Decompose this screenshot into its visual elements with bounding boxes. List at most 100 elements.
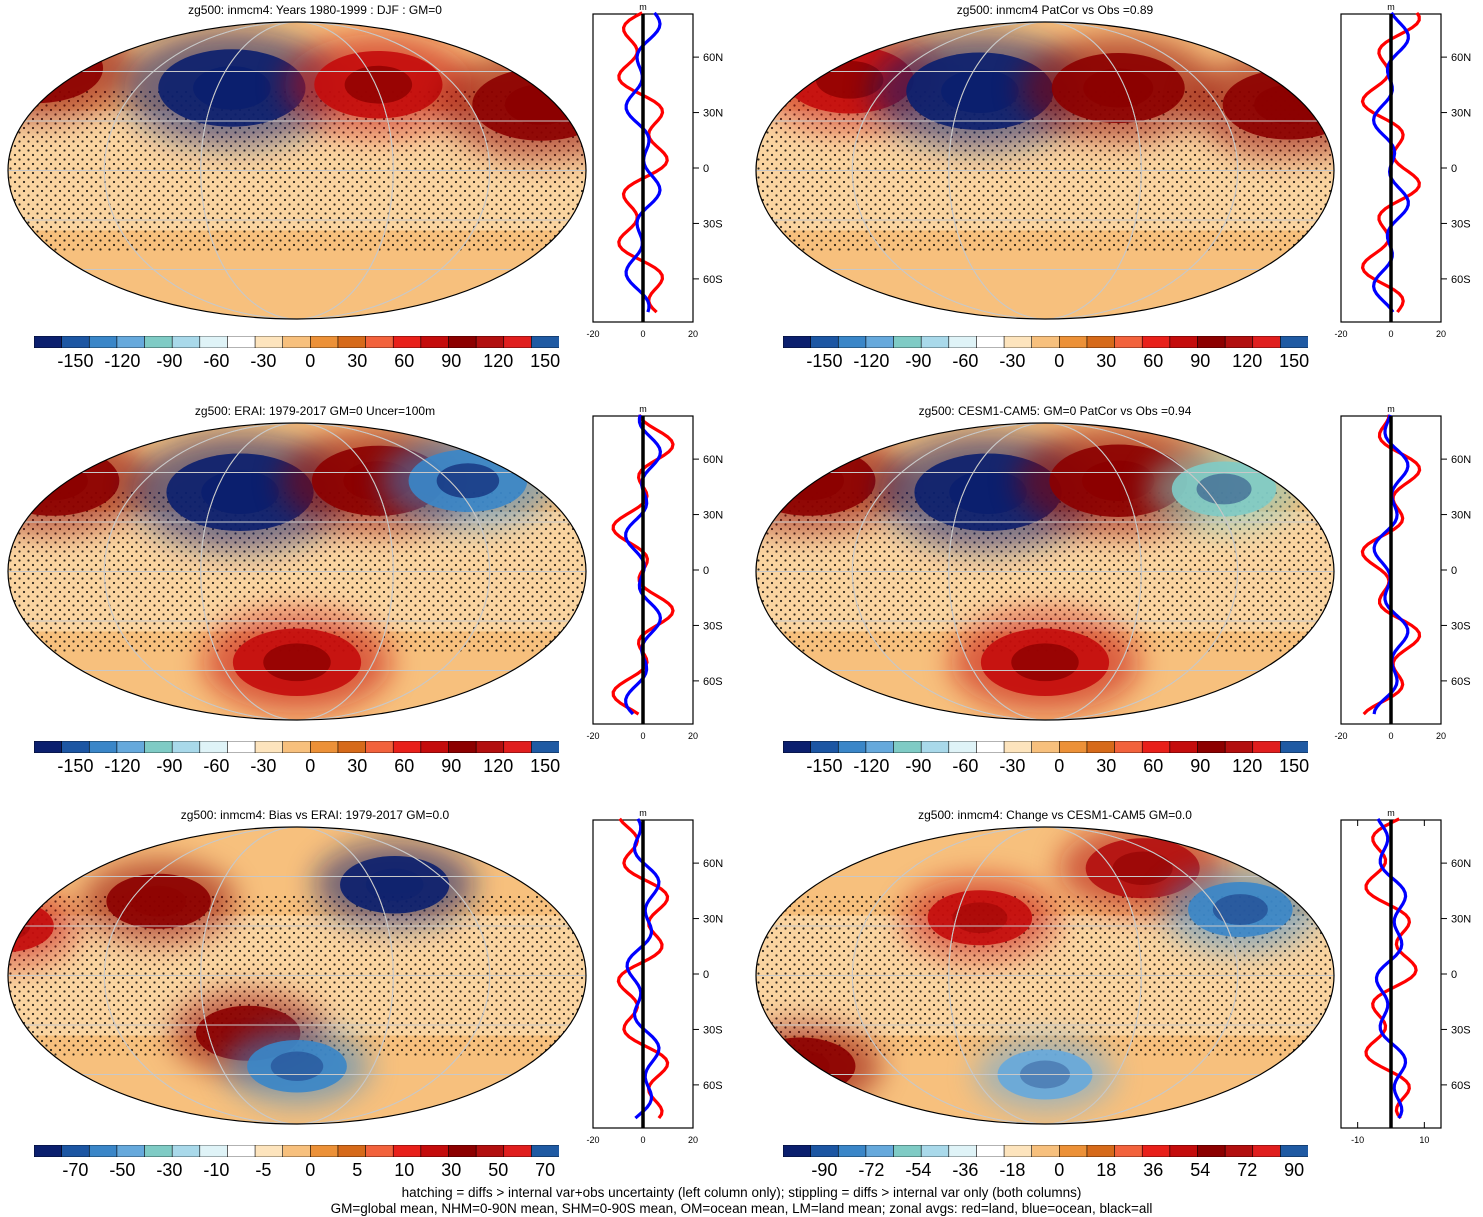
colorbar-bin xyxy=(365,336,394,348)
colorbar-bin xyxy=(310,1145,339,1157)
colorbar-bin xyxy=(1280,336,1308,348)
colorbar-bin xyxy=(254,1145,284,1157)
x-tick-label: 0 xyxy=(1388,731,1393,741)
colorbar-bin xyxy=(531,1145,559,1157)
colorbar-bin xyxy=(783,741,812,753)
colorbar-bin xyxy=(865,1145,895,1157)
colorbar-5 xyxy=(34,1145,559,1157)
colorbar-bin xyxy=(1169,1145,1199,1157)
graticule xyxy=(756,22,1334,319)
colorbar-bin xyxy=(392,1145,422,1157)
zonal-unit-label: m xyxy=(639,2,647,12)
colorbar-bin xyxy=(61,336,90,348)
anomaly-blob-4 xyxy=(1147,447,1302,531)
colorbar-bin xyxy=(1114,741,1143,753)
colorbar-bin xyxy=(199,336,229,348)
colorbar-bin xyxy=(893,336,922,348)
colorbar-labels-1: -150 -120 -90 -60 -30 0 30 60 90 120 150 xyxy=(34,351,560,373)
lat-tick-label: 0 xyxy=(703,969,709,981)
colorbar-bin xyxy=(1031,741,1060,753)
map-panel-5 xyxy=(7,826,587,1125)
colorbar-bin xyxy=(1141,741,1171,753)
panel-title-1: zg500: inmcm4: Years 1980-1999 : DJF : G… xyxy=(188,3,442,17)
colorbar-tick-label: 50 xyxy=(488,1160,509,1180)
anomaly-blob-5 xyxy=(950,611,1140,713)
colorbar-tick-label: 70 xyxy=(535,1160,556,1180)
panel-title-2: zg500: inmcm4 PatCor vs Obs =0.89 xyxy=(956,3,1154,17)
colorbar-bin xyxy=(116,336,146,348)
land-zonal-line xyxy=(1360,11,1421,314)
colorbar-tick-label: -5 xyxy=(255,1160,272,1180)
colorbar-bin xyxy=(392,741,422,753)
lat-tick-label: 60N xyxy=(703,858,723,870)
colorbar-bin xyxy=(144,1145,173,1157)
colorbar-tick-label: 60 xyxy=(394,756,415,776)
colorbar-bin xyxy=(531,741,559,753)
lat-tick-label: 30S xyxy=(703,218,723,230)
lat-tick-label: 60S xyxy=(703,1080,723,1092)
colorbar-tick-label: 120 xyxy=(483,756,514,776)
colorbar-bin xyxy=(920,336,950,348)
zonal-mean-plot-5: m 60N 30N 0 30S 60S -20 0 20 xyxy=(586,808,723,1145)
lat-tick-label: 30N xyxy=(1451,914,1471,926)
colorbar-tick-label: -150 xyxy=(806,756,843,776)
colorbar-bin xyxy=(948,336,978,348)
lat-tick-label: 60N xyxy=(1451,858,1471,870)
panel-title-5: zg500: inmcm4: Bias vs ERAI: 1979-2017 G… xyxy=(180,808,450,822)
colorbar-bin xyxy=(976,336,1005,348)
colorbar-tick-label: -36 xyxy=(952,1160,979,1180)
colorbar-bin xyxy=(475,741,505,753)
map-panel-6 xyxy=(755,826,1335,1125)
anomaly-blob-2 xyxy=(123,29,341,147)
x-tick-label: -20 xyxy=(1334,731,1347,741)
colorbar-bin xyxy=(1252,1145,1281,1157)
colorbar-tick-label: 72 xyxy=(1237,1160,1258,1180)
colorbar-tick-label: -30 xyxy=(999,351,1026,371)
map-outline xyxy=(755,422,1335,721)
colorbar-bin xyxy=(1031,1145,1060,1157)
colorbar-tick-label: -60 xyxy=(952,756,979,776)
colorbar-2 xyxy=(783,336,1308,348)
colorbar-tick-label: -90 xyxy=(156,351,183,371)
colorbar-bin xyxy=(144,336,173,348)
colorbar-bin xyxy=(810,336,839,348)
x-tick-label: -20 xyxy=(1334,329,1347,339)
lat-tick-label: 30N xyxy=(703,510,723,522)
x-tick-label: 20 xyxy=(688,731,698,741)
lat-tick-label: 30S xyxy=(1451,1024,1471,1036)
colorbar-bin xyxy=(61,741,90,753)
anomaly-blob-1 xyxy=(902,876,1057,959)
colorbar-bin xyxy=(1197,336,1226,348)
lat-tick-label: 60S xyxy=(703,676,723,688)
colorbar-bin xyxy=(1252,741,1281,753)
colorbar-tick-label: 10 xyxy=(394,1160,415,1180)
colorbar-tick-label: -30 xyxy=(250,756,277,776)
zonal-mean-plot-4: m 60N 30N 0 30S 60S -20 0 20 xyxy=(1334,404,1471,741)
lat-tick-label: 0 xyxy=(703,565,709,577)
colorbar-bin xyxy=(337,741,367,753)
colorbar-tick-label: 60 xyxy=(1143,756,1164,776)
colorbar-tick-label: 36 xyxy=(1143,1160,1164,1180)
colorbar-6 xyxy=(783,1145,1308,1157)
colorbar-bin xyxy=(1141,336,1171,348)
panel-title-4: zg500: CESM1-CAM5: GM=0 PatCor vs Obs =0… xyxy=(918,404,1192,418)
land-zonal-line xyxy=(616,817,670,1120)
zonal-unit-label: m xyxy=(1387,2,1395,12)
colorbar-bin xyxy=(948,1145,978,1157)
colorbar-bin xyxy=(1280,1145,1308,1157)
colorbar-bin xyxy=(227,741,256,753)
colorbar-bin xyxy=(88,741,118,753)
colorbar-bin xyxy=(783,336,812,348)
colorbar-bin xyxy=(61,1145,90,1157)
colorbar-1 xyxy=(34,336,559,348)
colorbar-bin xyxy=(810,741,839,753)
graticule xyxy=(8,423,586,720)
colorbar-bin xyxy=(475,1145,505,1157)
anomaly-blob-3 xyxy=(283,34,473,136)
colorbar-tick-label: 90 xyxy=(1190,351,1211,371)
graticule xyxy=(756,423,1334,720)
colorbar-tick-label: 0 xyxy=(1054,1160,1065,1180)
x-tick-label: -20 xyxy=(586,731,599,741)
lat-tick-label: 30S xyxy=(703,1024,723,1036)
colorbar-bin xyxy=(920,1145,950,1157)
